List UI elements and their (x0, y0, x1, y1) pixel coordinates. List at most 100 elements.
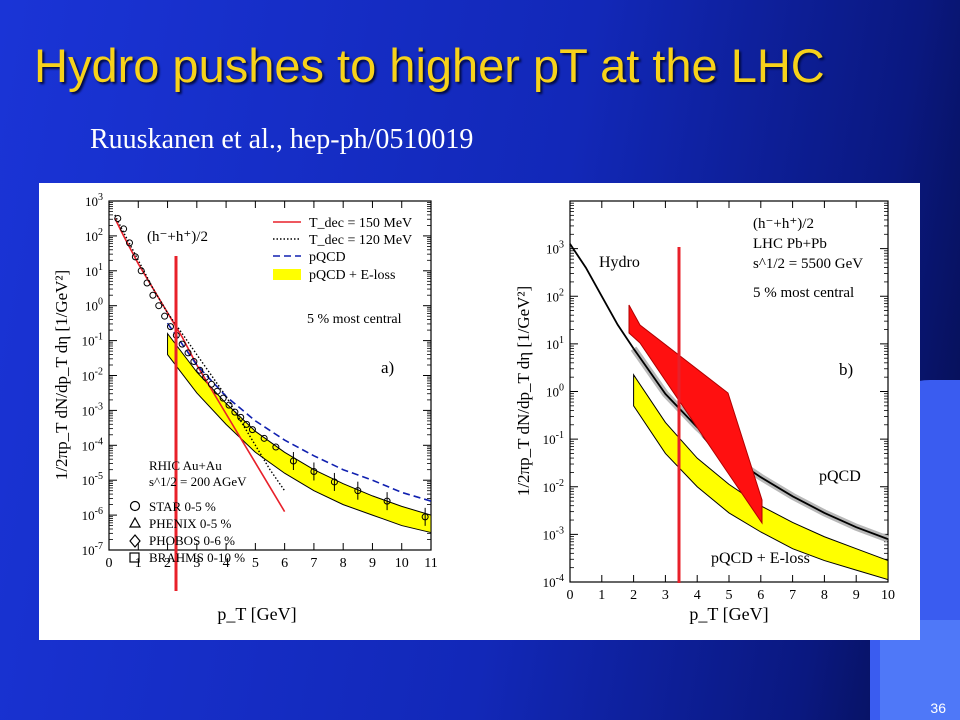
x-tick-label: 5 (252, 556, 259, 571)
annotation-b-3: s^1/2 = 5500 GeV (753, 256, 863, 272)
y-tick-label: 10-2 (82, 367, 103, 384)
panel-label-b: b) (839, 360, 853, 379)
data-point (248, 426, 256, 434)
data-point (184, 349, 192, 357)
series-band-eloss (167, 332, 432, 534)
chart-panel-b: 0 1 2 3 4 5 6 7 8 9 10 10-4 10-3 10-2 10-1 100 101 102 103… (514, 200, 895, 624)
data-point (178, 340, 186, 348)
data-point (330, 478, 338, 486)
x-tick-label: 4 (694, 588, 701, 603)
data-point (155, 302, 163, 310)
legend-label-pqcd: pQCD (309, 250, 346, 265)
series-pqcd-b (632, 348, 889, 540)
data-legend-brahms: BRAHMS 0-10 % (149, 550, 245, 565)
data-point (421, 513, 429, 521)
slide-subtitle: Ruuskanen et al., hep-ph/0510019 (90, 124, 474, 155)
y-tick-label: 101 (546, 335, 564, 352)
y-tick-label: 102 (85, 227, 103, 244)
x-tick-label: 10 (395, 556, 409, 571)
marker-star (129, 500, 141, 512)
annotation-b-4: 5 % most central (753, 285, 854, 301)
data-point (131, 253, 139, 261)
y-tick-label: 10-1 (82, 332, 103, 349)
data-point (120, 225, 128, 233)
y-tick-label: 10-4 (82, 436, 103, 453)
annotation-b-2: LHC Pb+Pb (753, 236, 827, 252)
x-tick-label: 0 (567, 588, 574, 603)
y-tick-label: 10-7 (82, 541, 103, 558)
figure-svg: 0 1 2 3 4 5 6 7 8 9 10 1110-710-610-510-410-310-210… (52, 192, 895, 624)
data-point (207, 380, 215, 388)
y-axis-label-b: 1/2πp_T dN/dp_T dη [1/GeV²] (514, 286, 533, 496)
y-tick-label: 10-5 (82, 471, 103, 488)
data-point (161, 312, 169, 320)
series-band-eloss (633, 373, 889, 581)
energy-label-a: s^1/2 = 200 AGeV (149, 474, 247, 489)
data-legend-a: RHIC Au+Au s^1/2 = 200 AGeV STAR 0-5 % P… (128, 458, 247, 565)
x-tick-label: 2 (630, 588, 637, 603)
marker-phenix (128, 516, 142, 528)
panel-label-a: a) (381, 358, 394, 377)
legend-label-tdec120: T_dec = 120 MeV (309, 233, 412, 248)
data-point (196, 366, 204, 374)
data-point (272, 443, 280, 451)
curve-label-eloss: pQCD + E-loss (711, 550, 810, 567)
chart-panel-a: 0 1 2 3 4 5 6 7 8 9 10 11 10-7 10-6 10-5 10-4 10-3 10-2 10… (52, 192, 438, 624)
x-tick-label: 1 (135, 556, 142, 571)
system-label-a: RHIC Au+Au (149, 458, 222, 473)
data-point (149, 291, 157, 299)
data-legend-star: STAR 0-5 % (149, 499, 216, 514)
data-point (202, 373, 210, 381)
series-tdec150 (114, 218, 286, 513)
data-legend-phobos: PHOBOS 0-6 % (149, 533, 235, 548)
x-tick-label: 2 (164, 556, 171, 571)
x-tick-label: 4 (223, 556, 230, 571)
data-point (237, 413, 245, 421)
data-point (190, 358, 198, 366)
y-tick-label: 102 (546, 287, 564, 304)
data-point (137, 267, 145, 275)
y-tick-label: 100 (85, 297, 103, 314)
y-axis-label-a: 1/2πp_T dN/dp_T dη [1/GeV²] (52, 270, 71, 480)
slide-title: Hydro pushes to higher pT at the LHC (34, 39, 825, 92)
figure-panel: 0 1 2 3 4 5 6 7 8 9 10 11 10-7 10-6 10-5 10-4 10-3 10-2 10… (39, 183, 920, 640)
x-axis-label-a: p_T [GeV] (217, 604, 296, 624)
annotation-b-1: (h⁻+h⁺)/2 (753, 216, 814, 232)
y-tick-label: 101 (85, 262, 103, 279)
data-point (383, 497, 391, 505)
curve-label-hydro: Hydro (599, 254, 640, 271)
x-tick-label: 0 (106, 556, 113, 571)
x-tick-label: 10 (881, 588, 895, 603)
marker-brahms (129, 552, 140, 563)
y-tick-label: 100 (546, 383, 564, 400)
series-tdec120 (114, 214, 286, 492)
x-tick-label: 7 (789, 588, 796, 603)
data-point (310, 467, 318, 475)
data-point (125, 239, 133, 247)
data-point (260, 434, 268, 442)
hydro-red-band (628, 304, 763, 525)
data-point (231, 408, 239, 416)
x-tick-label: 5 (726, 588, 733, 603)
data-point (354, 487, 362, 495)
data-point (213, 387, 221, 395)
x-tick-label: 6 (757, 588, 764, 603)
y-tick-label: 10-3 (543, 525, 564, 542)
data-point (166, 323, 174, 331)
legend-label-tdec150: T_dec = 150 MeV (309, 216, 412, 231)
marker-phobos (129, 534, 141, 548)
page-number: 36 (930, 700, 946, 716)
x-tick-label: 7 (310, 556, 317, 571)
y-tick-label: 10-3 (82, 401, 103, 418)
x-tick-label: 11 (424, 556, 437, 571)
series-pqcd (166, 322, 432, 502)
x-tick-label: 8 (340, 556, 347, 571)
legend-a: T_dec = 150 MeV T_dec = 120 MeV pQCD pQC… (273, 216, 412, 283)
data-point (143, 279, 151, 287)
x-tick-label: 8 (821, 588, 828, 603)
legend-label-eloss: pQCD + E-loss (309, 268, 395, 283)
data-point (219, 394, 227, 402)
x-tick-label: 3 (662, 588, 669, 603)
x-tick-label: 1 (598, 588, 605, 603)
y-tick-label: 10-2 (543, 478, 564, 495)
